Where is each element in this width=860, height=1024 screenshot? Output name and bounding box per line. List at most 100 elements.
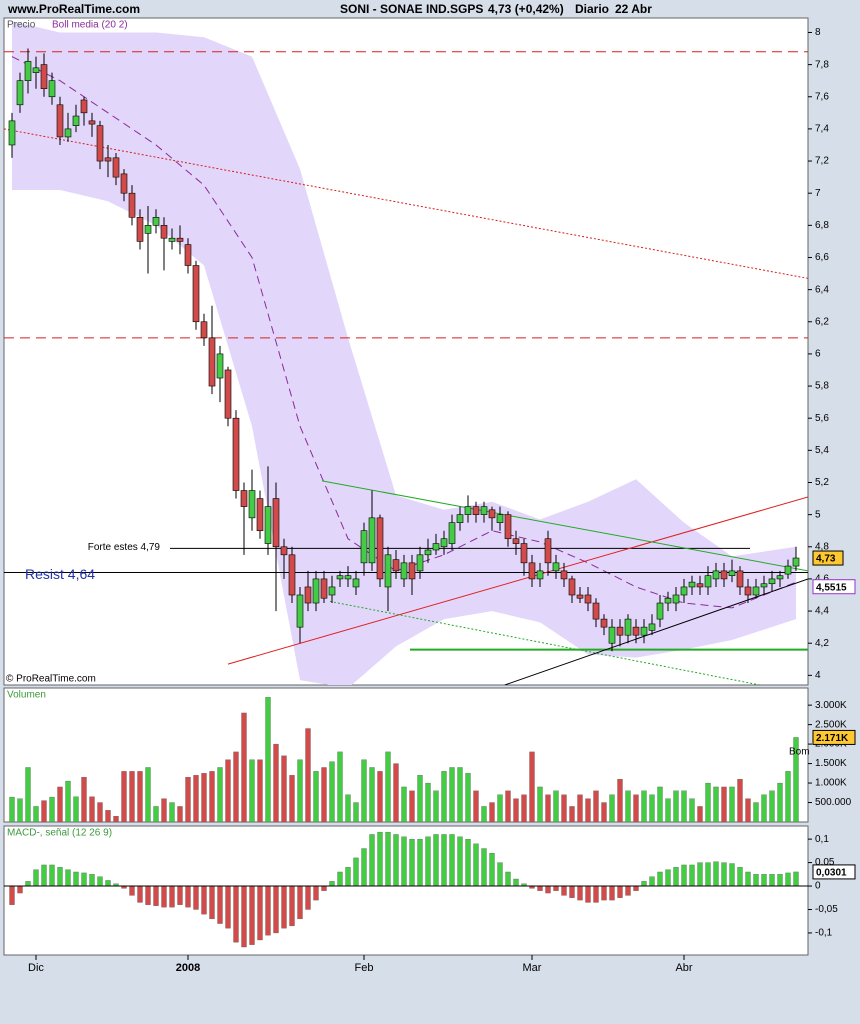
- volume-bar: [513, 798, 519, 822]
- macd-bar: [49, 864, 55, 887]
- x-tick-label: Mar: [523, 962, 542, 974]
- volume-bar: [489, 802, 495, 822]
- candle-body: [552, 562, 560, 572]
- macd-bar: [345, 867, 351, 887]
- x-tick-label: Abr: [675, 962, 692, 974]
- candle-body: [160, 225, 168, 239]
- volume-bar: [209, 771, 215, 822]
- macd-bar: [721, 862, 727, 887]
- candle-body: [328, 586, 336, 596]
- macd-bar: [297, 885, 303, 920]
- candle-body: [272, 498, 280, 548]
- volume-bar: [497, 794, 503, 822]
- y-tick-label: 6: [815, 349, 821, 360]
- volume-bar: [793, 737, 799, 822]
- volume-bar: [185, 777, 191, 822]
- macd-bar: [393, 834, 399, 887]
- volume-bar: [281, 755, 287, 822]
- volume-bar: [641, 790, 647, 822]
- volume-bar: [89, 796, 95, 822]
- y-tick-label: 7: [815, 188, 821, 199]
- y-tick-label: 6,6: [815, 252, 829, 263]
- candle-body: [520, 543, 528, 564]
- volume-bar: [161, 798, 167, 822]
- macd-bar: [361, 848, 367, 887]
- value-box-label: 2.171K: [816, 733, 849, 744]
- value-box-label: 0,0301: [816, 868, 847, 879]
- volume-bar: [353, 802, 359, 822]
- volume-bar: [625, 790, 631, 822]
- candle-body: [600, 618, 608, 628]
- line-label: Forte estes 4,79: [88, 542, 161, 553]
- volume-bar: [457, 767, 463, 822]
- volume-bar: [369, 767, 375, 822]
- volume-bar: [689, 798, 695, 822]
- period: Diario: [575, 2, 609, 16]
- macd-bar: [441, 834, 447, 887]
- y-tick-label: 0,1: [815, 834, 829, 845]
- trend-line: [227, 496, 808, 665]
- volume-bar: [537, 786, 543, 822]
- macd-bar: [425, 836, 431, 887]
- macd-bar: [177, 885, 183, 905]
- candle-body: [288, 554, 296, 596]
- volume-bar: [177, 806, 183, 822]
- y-tick-label: 2.500K: [815, 719, 847, 730]
- macd-bar: [249, 885, 255, 945]
- candle-body: [688, 581, 696, 588]
- candle-body: [264, 506, 272, 544]
- macd-bar: [409, 838, 415, 887]
- macd-bar: [761, 874, 767, 887]
- y-tick-label: 8: [815, 27, 821, 38]
- volume-bar: [545, 794, 551, 822]
- volume-bar: [505, 790, 511, 822]
- macd-bar: [401, 836, 407, 887]
- macd-bar: [553, 885, 559, 891]
- volume-bar: [393, 763, 399, 822]
- volume-bar: [249, 759, 255, 822]
- y-tick-label: 5: [815, 509, 821, 520]
- y-tick-label: 6,2: [815, 316, 829, 327]
- candle-body: [336, 575, 344, 580]
- volume-bar: [217, 767, 223, 822]
- candle-body: [624, 618, 632, 636]
- macd-bar: [369, 834, 375, 887]
- candle-body: [648, 623, 656, 631]
- candle-body: [8, 120, 16, 146]
- candle-body: [200, 321, 208, 339]
- volume-bar: [577, 794, 583, 822]
- line-label: Resist 4,64: [25, 566, 95, 582]
- y-tick-label: 7,6: [815, 91, 829, 102]
- macd-bar: [73, 871, 79, 887]
- volume-bar: [713, 786, 719, 822]
- x-tick-label: Dic: [28, 962, 44, 974]
- volume-bar: [593, 790, 599, 822]
- volume-bar: [65, 780, 71, 822]
- candle-body: [408, 562, 416, 580]
- volume-bar: [169, 802, 175, 822]
- volume-bar: [745, 798, 751, 822]
- candle-body: [472, 506, 480, 515]
- macd-bar: [745, 871, 751, 887]
- volume-bar: [105, 810, 111, 822]
- macd-bar: [305, 885, 311, 910]
- volume-bar: [377, 771, 383, 822]
- quote: 4,73 (+0,42%): [488, 2, 564, 16]
- macd-bar: [97, 876, 103, 887]
- candle-body: [88, 120, 96, 125]
- candle-body: [368, 517, 376, 564]
- candle-body: [392, 559, 400, 572]
- candle-body: [704, 575, 712, 588]
- macd-bar: [657, 871, 663, 887]
- macd-bar: [569, 885, 575, 898]
- macd-bar: [137, 885, 143, 903]
- volume-bar: [449, 767, 455, 822]
- candle-body: [104, 157, 112, 162]
- candle-body: [208, 337, 216, 387]
- candle-body: [608, 626, 616, 644]
- volume-plot: [9, 697, 799, 822]
- volume-bar: [425, 782, 431, 822]
- candle-body: [792, 557, 800, 567]
- macd-bar: [777, 874, 783, 887]
- macd-bar: [633, 885, 639, 891]
